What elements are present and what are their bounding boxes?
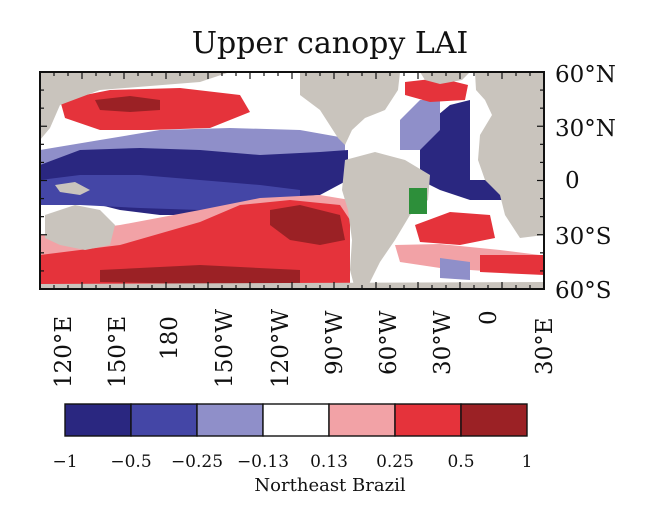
map-title: Upper canopy LAI xyxy=(191,26,469,61)
colorbar-swatch-5 xyxy=(394,403,462,437)
land-europe-africa xyxy=(475,72,544,238)
land-south-america xyxy=(342,152,430,289)
tropical-pacific-mid-blue xyxy=(40,175,300,210)
land-indonesia xyxy=(55,182,90,195)
colorbar-swatch-1 xyxy=(130,403,198,437)
colorbar-swatch-6 xyxy=(460,403,528,437)
lat-label-60n: 60°N xyxy=(555,62,616,88)
cbar-label-1: −0.5 xyxy=(110,452,151,472)
south-atlantic-weak-blue xyxy=(440,258,470,280)
lon-label-30w: 30°W xyxy=(430,310,456,375)
cbar-label-3: −0.13 xyxy=(237,452,289,472)
atlantic-weak-blue xyxy=(400,100,440,150)
north-pacific-darkred xyxy=(95,96,160,112)
lon-label-30e: 30°E xyxy=(532,317,558,375)
colorbar-swatch-0 xyxy=(64,403,132,437)
cbar-label-4: 0.13 xyxy=(310,452,348,472)
colorbar xyxy=(64,403,528,437)
longitude-labels: 120°E 150°E 180 150°W 120°W 90°W 60°W 30… xyxy=(51,309,558,388)
latitude-labels: 60°N 30°N 0 30°S 60°S xyxy=(555,62,616,304)
lon-label-150e: 150°E xyxy=(105,316,131,388)
land-north-america xyxy=(300,72,400,145)
cbar-label-7: 1 xyxy=(522,452,533,472)
colorbar-caption: Northeast Brazil xyxy=(254,475,406,496)
cbar-label-0: −1 xyxy=(52,452,77,472)
south-pacific-darkred-2 xyxy=(100,265,300,284)
lat-label-0: 0 xyxy=(565,168,580,194)
lat-label-30s: 30°S xyxy=(555,224,612,250)
colorbar-swatch-3 xyxy=(262,403,330,437)
cbar-label-2: −0.25 xyxy=(171,452,223,472)
lon-label-60w: 60°W xyxy=(376,310,402,375)
lon-label-180: 180 xyxy=(157,316,183,360)
atlantic-blue xyxy=(420,100,505,200)
colorbar-tick-labels: −1 −0.5 −0.25 −0.13 0.13 0.25 0.5 1 xyxy=(52,452,532,472)
colorbar-swatch-4 xyxy=(328,403,396,437)
cbar-label-5: 0.25 xyxy=(376,452,414,472)
northeast-brazil-region xyxy=(409,188,427,214)
land-australia xyxy=(45,205,115,250)
colorbar-swatch-2 xyxy=(196,403,264,437)
south-atlantic-red xyxy=(415,212,495,245)
lon-label-150w: 150°W xyxy=(212,309,238,388)
lon-label-0: 0 xyxy=(476,310,502,325)
north-atlantic-red xyxy=(405,78,468,102)
cbar-label-6: 0.5 xyxy=(447,452,474,472)
lon-label-90w: 90°W xyxy=(322,310,348,375)
lon-label-120w: 120°W xyxy=(268,309,294,388)
lon-label-120e: 120°E xyxy=(51,316,77,388)
south-atlantic-red-2 xyxy=(480,255,544,275)
land-asia xyxy=(40,72,230,140)
lat-label-60s: 60°S xyxy=(555,278,612,304)
lat-label-30n: 30°N xyxy=(555,116,616,142)
south-pacific-darkred xyxy=(270,205,345,245)
